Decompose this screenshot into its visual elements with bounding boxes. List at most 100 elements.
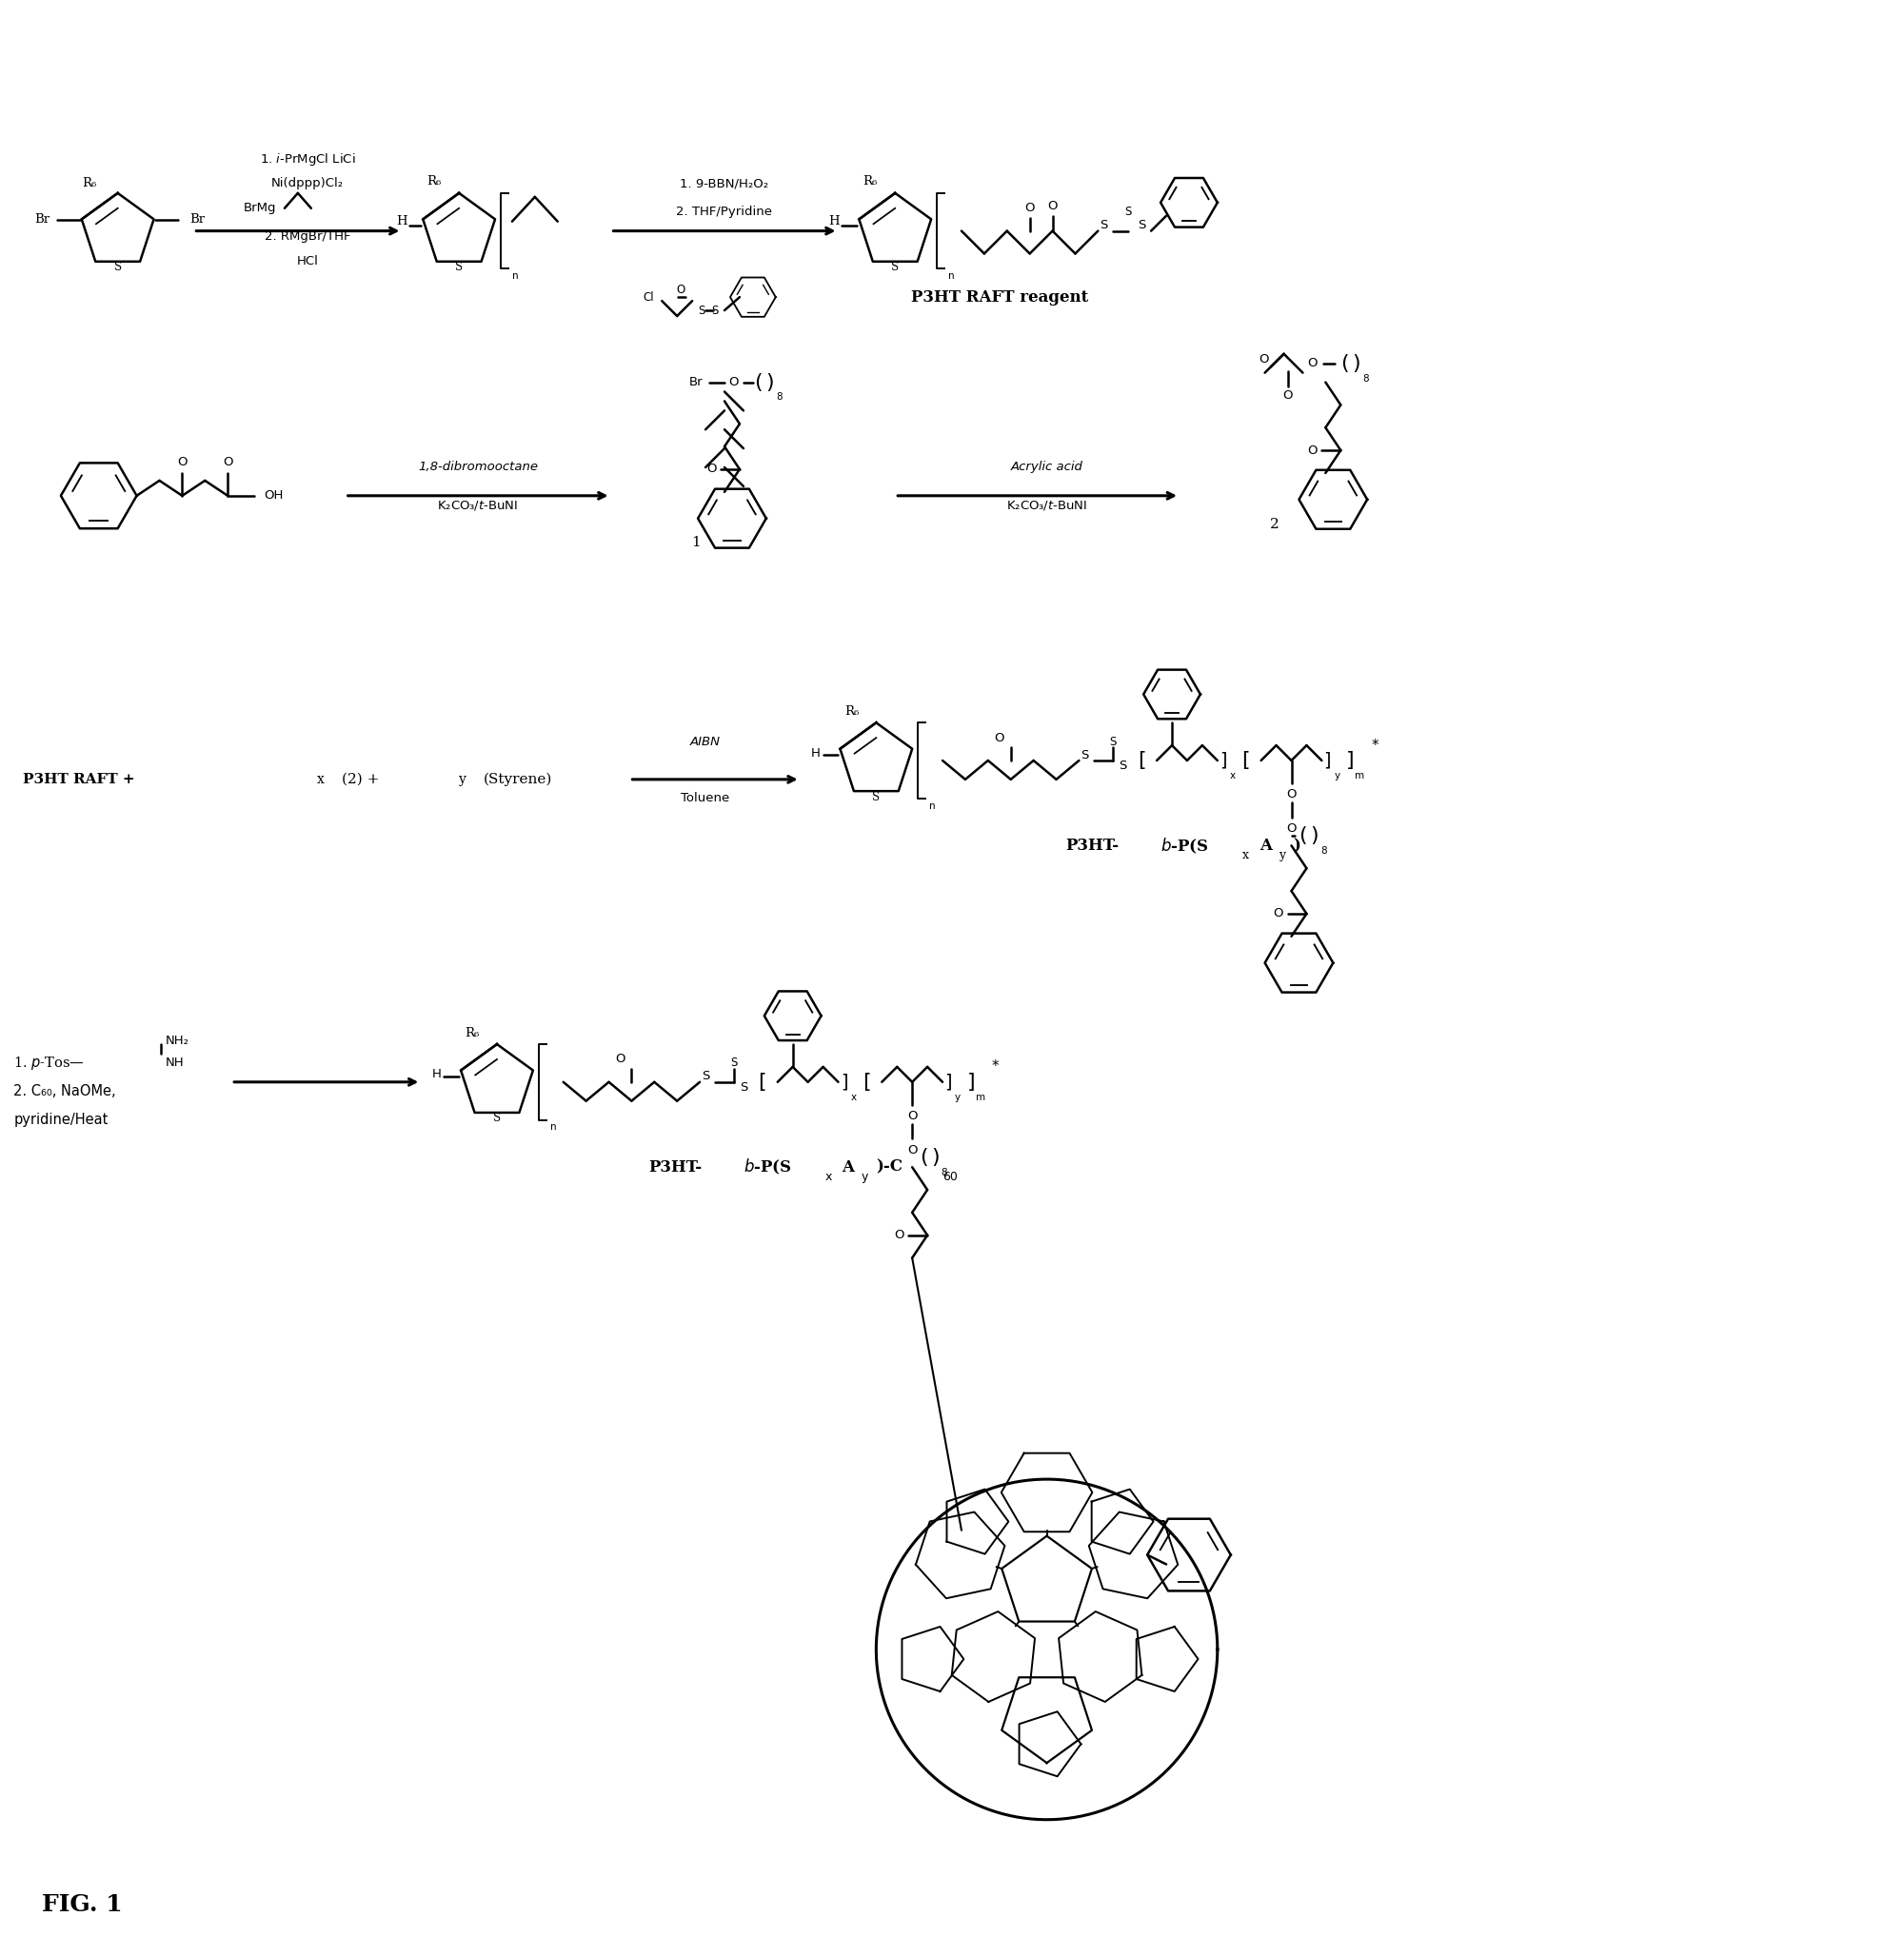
Text: ]: ] bbox=[967, 1072, 975, 1091]
Text: *: * bbox=[992, 1060, 1000, 1074]
Text: O: O bbox=[1047, 200, 1057, 213]
Text: m: m bbox=[975, 1091, 984, 1101]
Text: n: n bbox=[948, 272, 954, 282]
Text: (Styrene): (Styrene) bbox=[484, 773, 552, 786]
Text: O: O bbox=[893, 1228, 904, 1242]
Text: R₆: R₆ bbox=[82, 178, 97, 190]
Text: O: O bbox=[223, 456, 232, 467]
Text: $b$-P(S: $b$-P(S bbox=[1161, 835, 1209, 855]
Text: ): ) bbox=[1293, 837, 1300, 853]
Text: y: y bbox=[1278, 849, 1285, 861]
Text: O: O bbox=[676, 284, 685, 295]
Text: y: y bbox=[861, 1170, 868, 1183]
Text: P3HT-: P3HT- bbox=[649, 1160, 703, 1176]
Text: n: n bbox=[512, 272, 518, 282]
Text: 1. $i$-PrMgCl LiCi: 1. $i$-PrMgCl LiCi bbox=[259, 151, 356, 166]
Text: A: A bbox=[842, 1160, 855, 1176]
Text: x: x bbox=[1241, 849, 1249, 861]
Text: 60: 60 bbox=[942, 1170, 958, 1183]
Text: R₆: R₆ bbox=[843, 704, 859, 718]
Text: O: O bbox=[1308, 358, 1318, 370]
Text: ]: ] bbox=[944, 1074, 952, 1091]
Text: n: n bbox=[929, 802, 935, 810]
Text: H: H bbox=[396, 215, 407, 227]
Text: S: S bbox=[1137, 219, 1146, 231]
Text: 2. THF/Pyridine: 2. THF/Pyridine bbox=[676, 205, 773, 219]
Text: S: S bbox=[701, 1070, 710, 1082]
Text: O: O bbox=[1287, 788, 1297, 800]
Text: P3HT-: P3HT- bbox=[1066, 837, 1120, 853]
Text: $b$-P(S: $b$-P(S bbox=[743, 1158, 792, 1178]
Text: ): ) bbox=[765, 374, 775, 391]
Text: R₆: R₆ bbox=[863, 176, 878, 188]
Text: 8: 8 bbox=[941, 1168, 948, 1178]
Text: S: S bbox=[1110, 735, 1116, 747]
Text: pyridine/Heat: pyridine/Heat bbox=[13, 1113, 109, 1127]
Text: O: O bbox=[1283, 389, 1293, 401]
Text: [: [ bbox=[1137, 751, 1146, 771]
Text: S: S bbox=[1125, 205, 1131, 219]
Text: H: H bbox=[811, 747, 821, 759]
Text: NH₂: NH₂ bbox=[166, 1035, 188, 1046]
Text: (: ( bbox=[1340, 354, 1348, 374]
Text: S: S bbox=[114, 260, 122, 274]
Text: ]: ] bbox=[1220, 751, 1226, 769]
Text: S: S bbox=[493, 1113, 501, 1125]
Text: Br: Br bbox=[689, 376, 703, 389]
Text: K₂CO₃/$t$-BuNI: K₂CO₃/$t$-BuNI bbox=[1005, 499, 1087, 512]
Text: H: H bbox=[828, 215, 840, 227]
Text: x: x bbox=[851, 1091, 857, 1101]
Text: Cl: Cl bbox=[644, 291, 655, 303]
Text: 1. $p$-Tos—: 1. $p$-Tos— bbox=[13, 1054, 84, 1072]
Text: S: S bbox=[872, 790, 880, 804]
Text: [: [ bbox=[1241, 751, 1251, 771]
Text: O: O bbox=[1274, 908, 1283, 919]
Text: S: S bbox=[1101, 219, 1108, 231]
Text: OH: OH bbox=[265, 489, 284, 503]
Text: S: S bbox=[699, 305, 704, 317]
Text: P3HT RAFT reagent: P3HT RAFT reagent bbox=[910, 289, 1087, 305]
Text: HCl: HCl bbox=[297, 254, 318, 268]
Text: P3HT RAFT +: P3HT RAFT + bbox=[23, 773, 139, 786]
Text: R₆: R₆ bbox=[426, 176, 442, 188]
Text: 2. C₆₀, NaOMe,: 2. C₆₀, NaOMe, bbox=[13, 1084, 116, 1099]
Text: O: O bbox=[1259, 354, 1268, 366]
Text: O: O bbox=[177, 456, 187, 467]
Text: (: ( bbox=[1299, 827, 1306, 845]
Text: n: n bbox=[550, 1123, 556, 1133]
Text: [: [ bbox=[758, 1072, 767, 1091]
Text: x: x bbox=[824, 1170, 832, 1183]
Text: 8: 8 bbox=[1321, 847, 1327, 857]
Text: NH: NH bbox=[166, 1056, 185, 1070]
Text: S: S bbox=[739, 1082, 748, 1093]
Text: 8: 8 bbox=[777, 393, 783, 403]
Text: 1: 1 bbox=[691, 536, 701, 550]
Text: Ni(dppp)Cl₂: Ni(dppp)Cl₂ bbox=[270, 178, 343, 190]
Text: O: O bbox=[994, 732, 1005, 743]
Text: (: ( bbox=[754, 374, 764, 391]
Text: S: S bbox=[1081, 749, 1089, 761]
Text: 2. RMgBr/THF: 2. RMgBr/THF bbox=[265, 231, 350, 243]
Text: m: m bbox=[1356, 771, 1365, 780]
Text: Toluene: Toluene bbox=[682, 792, 729, 804]
Text: *: * bbox=[1371, 737, 1378, 753]
Text: BrMg: BrMg bbox=[244, 201, 276, 215]
Text: y: y bbox=[954, 1091, 962, 1101]
Text: ): ) bbox=[931, 1148, 939, 1168]
Text: S: S bbox=[731, 1056, 737, 1070]
Text: O: O bbox=[1024, 201, 1034, 215]
Text: O: O bbox=[706, 464, 716, 475]
Text: O: O bbox=[1308, 444, 1318, 456]
Text: ]: ] bbox=[1323, 751, 1331, 769]
Text: [: [ bbox=[863, 1072, 870, 1091]
Text: S: S bbox=[1120, 761, 1127, 773]
Text: S: S bbox=[712, 305, 718, 317]
Text: ]: ] bbox=[1346, 751, 1354, 771]
Text: ]: ] bbox=[840, 1074, 847, 1091]
Text: H: H bbox=[432, 1068, 442, 1080]
Text: y: y bbox=[1335, 771, 1340, 780]
Text: S: S bbox=[455, 260, 463, 274]
Text: FIG. 1: FIG. 1 bbox=[42, 1893, 122, 1917]
Text: ): ) bbox=[1310, 827, 1318, 845]
Text: A: A bbox=[1259, 837, 1272, 853]
